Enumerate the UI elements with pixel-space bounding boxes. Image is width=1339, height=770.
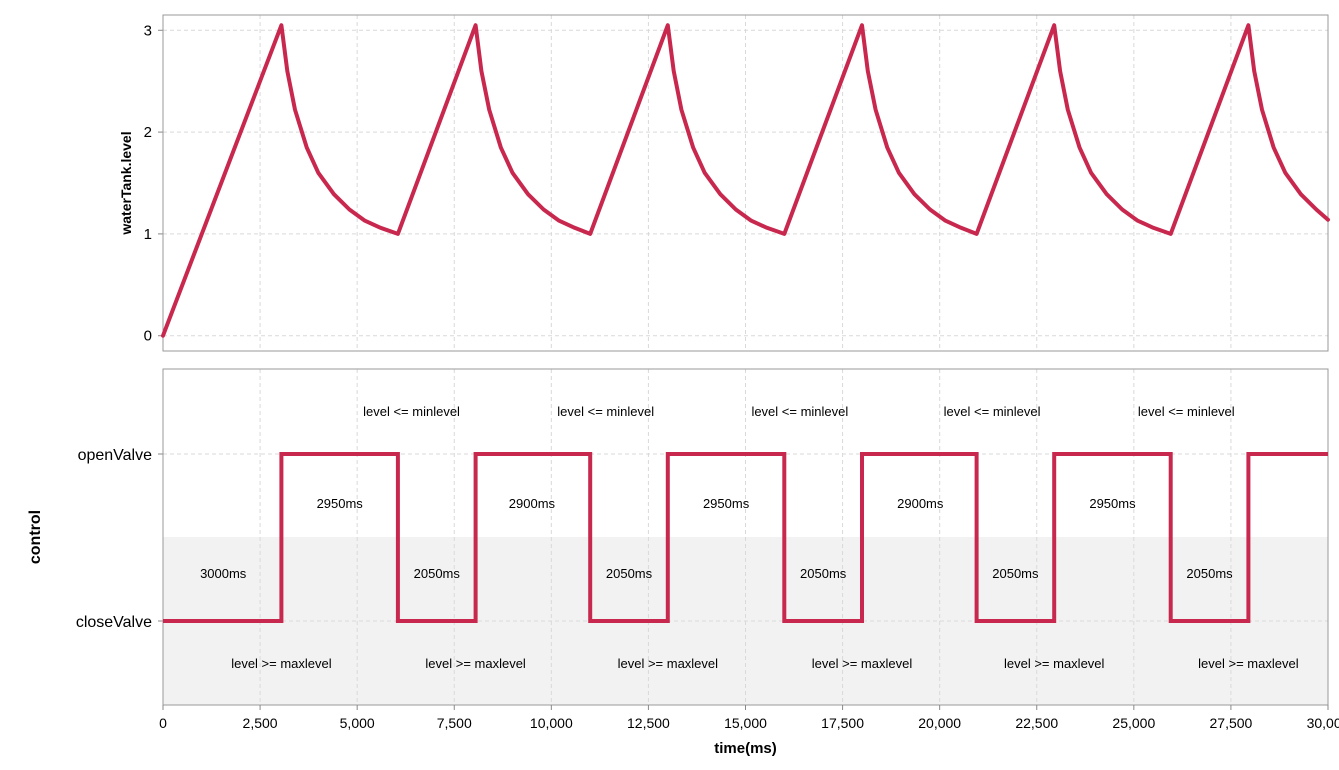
transition-annotation: 2950ms	[703, 496, 750, 511]
transition-annotation: level >= maxlevel	[231, 656, 332, 671]
x-tick-label: 20,000	[918, 715, 961, 731]
transition-annotation: level >= maxlevel	[812, 656, 913, 671]
transition-annotation: level <= minlevel	[1138, 404, 1235, 419]
transition-annotation: 2050ms	[414, 566, 461, 581]
y-tick-label: 3	[144, 22, 152, 39]
transition-annotation: 2900ms	[509, 496, 556, 511]
x-axis-title: time(ms)	[714, 740, 777, 757]
transition-annotation: level <= minlevel	[557, 404, 654, 419]
x-tick-label: 2,500	[243, 715, 278, 731]
transition-annotation: 2950ms	[1089, 496, 1136, 511]
transition-annotation: level >= maxlevel	[1004, 656, 1105, 671]
transition-annotation: 2950ms	[317, 496, 364, 511]
y-axis-title-control: control	[27, 510, 44, 564]
x-tick-label: 22,500	[1015, 715, 1058, 731]
transition-annotation: 3000ms	[200, 566, 247, 581]
y-axis-title-level: waterTank.level	[118, 131, 134, 235]
y-tick-label: 1	[144, 226, 152, 243]
x-tick-label: 5,000	[340, 715, 375, 731]
x-tick-label: 7,500	[437, 715, 472, 731]
transition-annotation: 2050ms	[992, 566, 1039, 581]
x-tick-label: 12,500	[627, 715, 670, 731]
plot-frame	[162, 14, 1329, 352]
level-plot: 0 1 2 3 waterTank.level	[118, 14, 1330, 352]
transition-annotation: level >= maxlevel	[618, 656, 719, 671]
transition-annotation: level >= maxlevel	[1198, 656, 1299, 671]
y-tick-label: 2	[144, 124, 152, 141]
transition-annotation: 2050ms	[800, 566, 847, 581]
level-series-line	[161, 23, 1330, 338]
x-tick-label: 10,000	[530, 715, 573, 731]
transition-annotation: level <= minlevel	[363, 404, 460, 419]
transition-annotation: level <= minlevel	[751, 404, 848, 419]
transition-annotation: level >= maxlevel	[425, 656, 526, 671]
y-tick-label: 0	[144, 328, 152, 345]
x-tick-label: 17,500	[821, 715, 864, 731]
x-tick-label: 27,500	[1210, 715, 1253, 731]
control-series-line	[163, 452, 1328, 623]
x-tick-label: 25,000	[1112, 715, 1155, 731]
transition-annotation: 2900ms	[897, 496, 944, 511]
transition-annotation: 2050ms	[606, 566, 653, 581]
state-label-open: openValve	[78, 447, 153, 464]
x-tick-label: 30,000	[1307, 715, 1339, 731]
control-plot: openValve closeValve 3000ms 2950ms 2050ms 290…	[27, 368, 1339, 757]
transition-annotation: 2050ms	[1186, 566, 1233, 581]
x-tick-label: 0	[159, 715, 167, 731]
x-tick-label: 15,000	[724, 715, 767, 731]
transition-annotation: level <= minlevel	[944, 404, 1041, 419]
state-label-close: closeValve	[76, 614, 152, 631]
